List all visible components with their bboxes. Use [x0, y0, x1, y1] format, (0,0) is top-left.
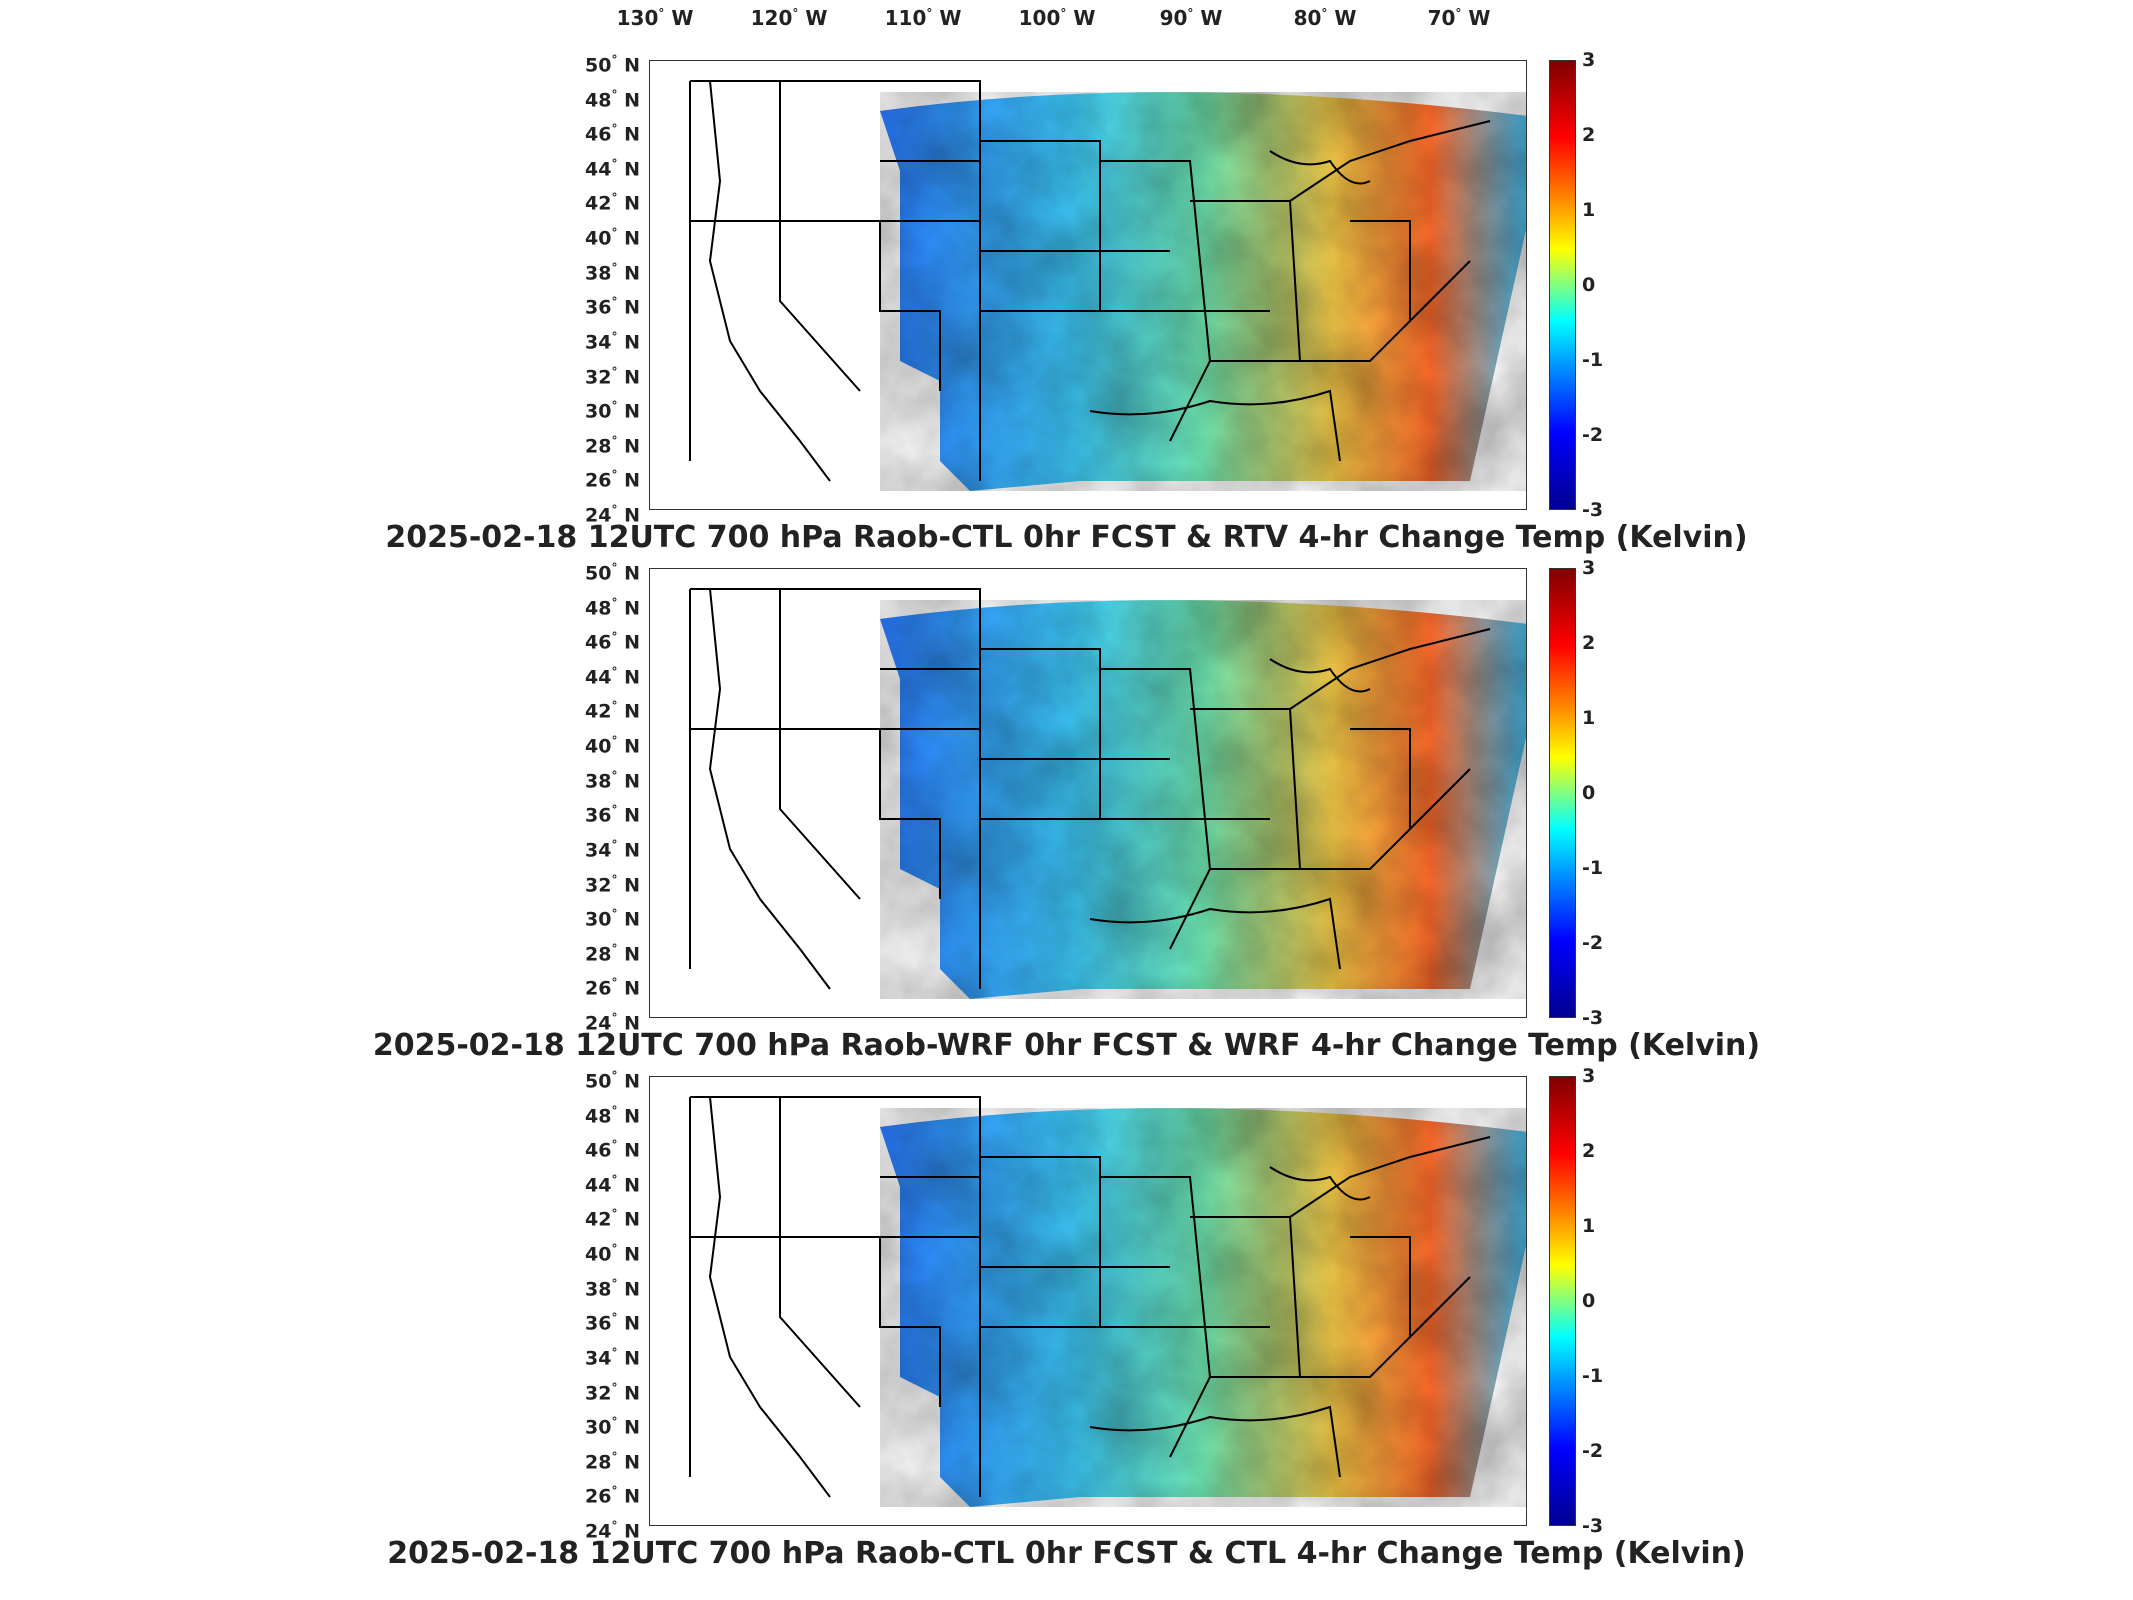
colorbar-tick: 0: [1582, 782, 1596, 804]
colorbar-tick: -2: [1582, 932, 1604, 954]
colorbar-tick: 0: [1582, 274, 1596, 296]
colorbar-tick: -2: [1582, 424, 1604, 446]
lat-label: 44° N: [585, 156, 640, 181]
lat-label: 24° N: [585, 503, 640, 527]
lon-label: 100° W: [1018, 6, 1096, 30]
map-plot: [649, 60, 1527, 510]
lat-label: 48° N: [585, 595, 640, 619]
lon-label: 110° W: [884, 6, 962, 30]
lat-label: 24° N: [585, 1011, 640, 1035]
lat-label: 44° N: [585, 1172, 640, 1197]
lat-label: 28° N: [585, 1449, 640, 1474]
colorbar-tick: 2: [1582, 124, 1596, 146]
colorbar-tick: -1: [1582, 857, 1604, 879]
panel-title: 2025-02-18 12UTC 700 hPa Raob-CTL 0hr FC…: [385, 520, 1748, 555]
lat-label: 30° N: [585, 907, 640, 931]
colorbar-tick: 2: [1582, 632, 1596, 654]
colorbar-tick: -3: [1582, 1007, 1604, 1029]
lat-label: 40° N: [585, 1242, 640, 1266]
lon-label: 90° W: [1159, 6, 1223, 30]
lat-label: 28° N: [585, 433, 640, 458]
colorbar-tick: -1: [1582, 1365, 1604, 1387]
lat-label: 50° N: [585, 561, 640, 585]
colorbar-tick: 0: [1582, 1290, 1596, 1312]
lat-label: 38° N: [585, 260, 640, 285]
colorbar-tick: -3: [1582, 499, 1604, 521]
lat-label: 26° N: [585, 976, 640, 1000]
lat-label: 44° N: [585, 664, 640, 689]
lon-label: 70° W: [1427, 6, 1491, 30]
lat-label: 30° N: [585, 399, 640, 423]
lat-label: 46° N: [585, 122, 640, 146]
map-plot: [649, 568, 1527, 1018]
lat-label: 34° N: [585, 837, 640, 862]
lat-label: 42° N: [585, 191, 640, 215]
lat-label: 50° N: [585, 53, 640, 77]
lat-label: 46° N: [585, 1138, 640, 1162]
lat-label: 38° N: [585, 768, 640, 793]
lat-label: 50° N: [585, 1069, 640, 1093]
lat-label: 26° N: [585, 468, 640, 492]
colorbar-tick: 3: [1582, 557, 1596, 579]
colorbar-tick: -3: [1582, 1515, 1604, 1537]
lat-label: 34° N: [585, 329, 640, 354]
colorbar-tick: 3: [1582, 49, 1596, 71]
lat-label: 28° N: [585, 941, 640, 966]
colorbar-tick: 3: [1582, 1065, 1596, 1087]
lat-label: 40° N: [585, 226, 640, 250]
lat-label: 36° N: [585, 1311, 640, 1335]
lat-label: 32° N: [585, 1380, 640, 1404]
lon-label: 80° W: [1293, 6, 1357, 30]
lon-label: 120° W: [750, 6, 828, 30]
lat-label: 42° N: [585, 699, 640, 723]
lat-label: 24° N: [585, 1519, 640, 1543]
colorbar-tick: 1: [1582, 1215, 1596, 1237]
colorbar: [1549, 60, 1576, 510]
lat-label: 40° N: [585, 734, 640, 758]
lat-label: 38° N: [585, 1276, 640, 1301]
lat-label: 42° N: [585, 1207, 640, 1231]
lat-label: 26° N: [585, 1484, 640, 1508]
lat-label: 48° N: [585, 1103, 640, 1127]
state-boundaries: [689, 80, 1491, 482]
colorbar-tick: 2: [1582, 1140, 1596, 1162]
lon-label: 130° W: [616, 6, 694, 30]
panel-title: 2025-02-18 12UTC 700 hPa Raob-CTL 0hr FC…: [387, 1536, 1746, 1571]
colorbar-tick: -1: [1582, 349, 1604, 371]
panel-title: 2025-02-18 12UTC 700 hPa Raob-WRF 0hr FC…: [372, 1028, 1761, 1063]
colorbar-tick: -2: [1582, 1440, 1604, 1462]
lat-label: 36° N: [585, 295, 640, 319]
lat-label: 34° N: [585, 1345, 640, 1370]
colorbar: [1549, 568, 1576, 1018]
lat-label: 36° N: [585, 803, 640, 827]
colorbar-tick: 1: [1582, 199, 1596, 221]
map-plot: [649, 1076, 1527, 1526]
colorbar: [1549, 1076, 1576, 1526]
lat-label: 30° N: [585, 1415, 640, 1439]
state-boundaries: [689, 1096, 1491, 1498]
lat-label: 32° N: [585, 364, 640, 388]
colorbar-tick: 1: [1582, 707, 1596, 729]
state-boundaries: [689, 588, 1491, 990]
lat-label: 32° N: [585, 872, 640, 896]
lat-label: 46° N: [585, 630, 640, 654]
lat-label: 48° N: [585, 87, 640, 111]
